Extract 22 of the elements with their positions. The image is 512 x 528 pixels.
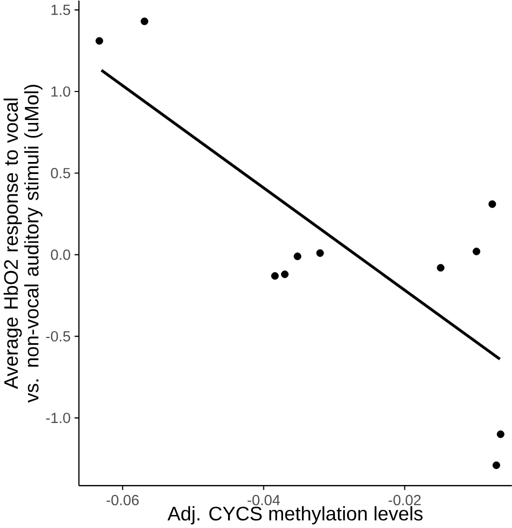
point (488, 200, 496, 208)
point (140, 18, 148, 26)
y-tick-label: 1.0 (51, 86, 70, 97)
x-tick-label: -0.06 (106, 494, 138, 506)
y-axis-title: Average HbO2 response to vocal vs. non-vocal auditory stimuli (uMol) (3, 84, 42, 403)
point (95, 37, 103, 45)
y-tick-label: 0.5 (50, 168, 70, 178)
y-tick-label: 0.0 (50, 250, 70, 260)
point (293, 252, 302, 260)
y-tick-label: 1.5 (51, 4, 70, 16)
point (316, 249, 324, 257)
x-tick-label: -0.04 (247, 494, 280, 506)
x-axis-title: Adj. CYCS methylation levels (167, 506, 422, 524)
point (472, 248, 480, 256)
point (496, 430, 504, 438)
x-tick-label: -0.02 (388, 494, 420, 506)
y-tick-label: -0.5 (46, 331, 70, 342)
point (280, 270, 288, 278)
y-tick-label: -1.0 (46, 412, 70, 424)
point (270, 272, 279, 280)
point (492, 461, 500, 470)
point (436, 264, 444, 272)
